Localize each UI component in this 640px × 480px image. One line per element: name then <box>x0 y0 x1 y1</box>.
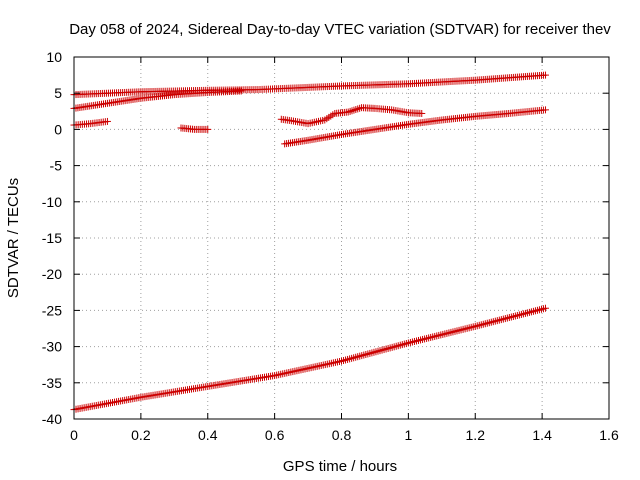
x-tick-label: 0.6 <box>265 427 285 443</box>
data-point <box>541 304 549 312</box>
data-point <box>354 105 362 113</box>
series-track-6 <box>281 106 549 148</box>
data-point <box>237 87 245 95</box>
series-track-5 <box>277 104 426 128</box>
y-tick-label: -20 <box>42 266 62 282</box>
x-tick-label: 0.8 <box>332 427 352 443</box>
x-axis-label: GPS time / hours <box>283 458 397 475</box>
series-track-1 <box>70 71 549 99</box>
series-track-7 <box>70 304 549 414</box>
series-track-2 <box>70 87 245 112</box>
plot-marks <box>70 71 549 414</box>
data-point <box>541 71 549 79</box>
x-tick-label: 0 <box>70 427 78 443</box>
y-tick-label: -25 <box>42 302 62 318</box>
data-point <box>103 117 111 125</box>
grid <box>74 57 609 419</box>
x-tick-label: 0.2 <box>131 427 151 443</box>
ticks: 0 0.2 0.4 0.6 0.8 1 1.2 1.4 1.6 10 5 0 -5 -10 -15 -20 -2… <box>42 49 619 443</box>
y-tick-label: 0 <box>54 121 62 137</box>
data-point <box>541 106 549 114</box>
data-point <box>352 106 360 114</box>
data-point <box>346 107 354 115</box>
y-tick-label: -35 <box>42 375 62 391</box>
series-track-4 <box>177 124 212 133</box>
y-tick-label: 10 <box>46 49 62 65</box>
y-tick-label: 5 <box>54 85 62 101</box>
y-tick-label: -15 <box>42 230 62 246</box>
data-point <box>204 125 212 133</box>
data-point <box>348 107 356 115</box>
x-tick-label: 1.4 <box>532 427 552 443</box>
y-axis-label: SDTVAR / TECUs <box>5 178 22 298</box>
data-point <box>350 106 358 114</box>
y-tick-label: -30 <box>42 339 62 355</box>
x-tick-label: 1.2 <box>466 427 486 443</box>
x-tick-label: 1 <box>404 427 412 443</box>
y-tick-label: -40 <box>42 411 62 427</box>
data-point <box>418 109 426 117</box>
y-tick-label: -10 <box>42 194 62 210</box>
series-track-3 <box>70 117 111 129</box>
y-tick-label: -5 <box>50 158 63 174</box>
x-tick-label: 1.6 <box>599 427 619 443</box>
chart-title: Day 058 of 2024, Sidereal Day-to-day VTE… <box>69 21 611 38</box>
data-point <box>344 108 352 116</box>
x-tick-label: 0.4 <box>198 427 218 443</box>
